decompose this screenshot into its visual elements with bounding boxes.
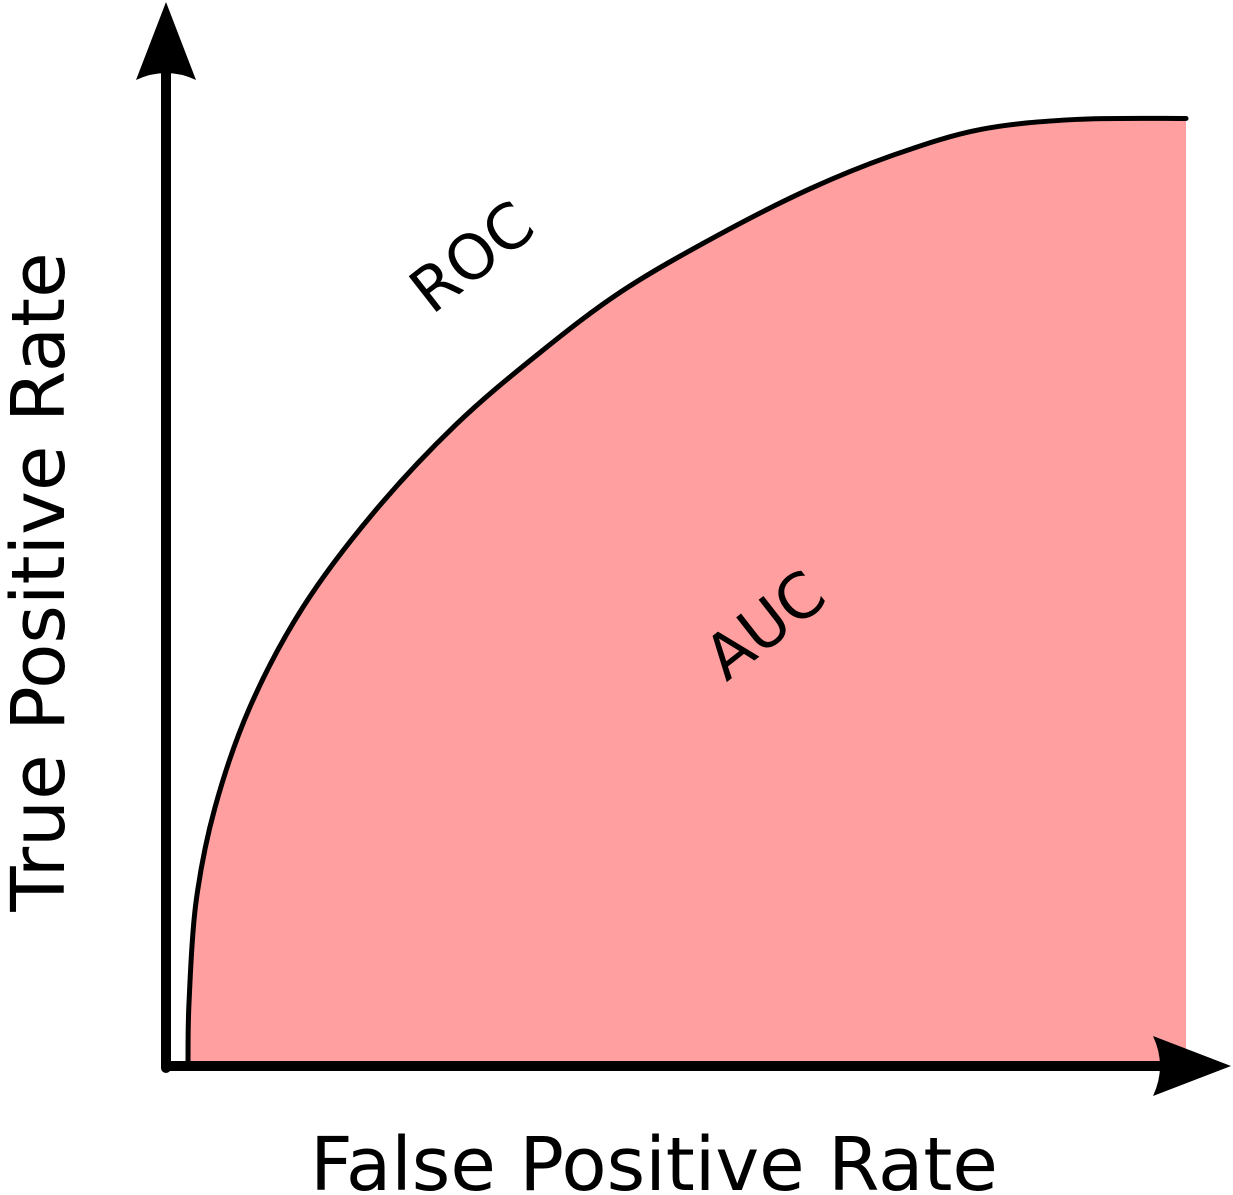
roc-label: ROC <box>396 187 547 328</box>
auc-area <box>188 118 1186 1066</box>
roc-curve <box>185 115 1189 1069</box>
y-axis-arrow <box>136 2 196 80</box>
y-axis-label: True Positive Rate <box>0 252 82 912</box>
x-axis-label: False Positive Rate <box>310 1122 998 1195</box>
x-axis-arrow <box>1153 1036 1231 1096</box>
